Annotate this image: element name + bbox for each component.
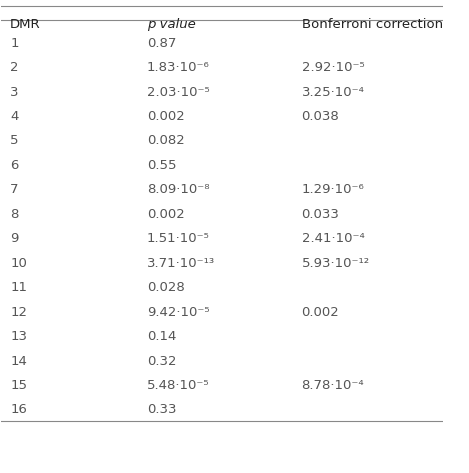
Text: 1.83·10⁻⁶: 1.83·10⁻⁶ xyxy=(147,61,210,74)
Text: 1: 1 xyxy=(10,36,19,50)
Text: 14: 14 xyxy=(10,355,27,368)
Text: 2.92·10⁻⁵: 2.92·10⁻⁵ xyxy=(302,61,364,74)
Text: 7: 7 xyxy=(10,184,19,196)
Text: 0.32: 0.32 xyxy=(147,355,176,368)
Text: 0.002: 0.002 xyxy=(147,208,185,221)
Text: 0.002: 0.002 xyxy=(302,306,339,319)
Text: 8: 8 xyxy=(10,208,19,221)
Text: 5.93·10⁻¹²: 5.93·10⁻¹² xyxy=(302,257,370,270)
Text: 9: 9 xyxy=(10,232,19,245)
Text: 13: 13 xyxy=(10,330,27,343)
Text: 6: 6 xyxy=(10,159,19,172)
Text: 5: 5 xyxy=(10,134,19,148)
Text: 2.03·10⁻⁵: 2.03·10⁻⁵ xyxy=(147,86,210,98)
Text: p value: p value xyxy=(147,18,196,31)
Text: 1.29·10⁻⁶: 1.29·10⁻⁶ xyxy=(302,184,364,196)
Text: 3.71·10⁻¹³: 3.71·10⁻¹³ xyxy=(147,257,215,270)
Text: 12: 12 xyxy=(10,306,27,319)
Text: 0.33: 0.33 xyxy=(147,403,176,416)
Text: 16: 16 xyxy=(10,403,27,416)
Text: 11: 11 xyxy=(10,281,27,294)
Text: 2.41·10⁻⁴: 2.41·10⁻⁴ xyxy=(302,232,364,245)
Text: 4: 4 xyxy=(10,110,19,123)
Text: 0.55: 0.55 xyxy=(147,159,176,172)
Text: 0.14: 0.14 xyxy=(147,330,176,343)
Text: 0.038: 0.038 xyxy=(302,110,339,123)
Text: 9.42·10⁻⁵: 9.42·10⁻⁵ xyxy=(147,306,210,319)
Text: 10: 10 xyxy=(10,257,27,270)
Text: 0.87: 0.87 xyxy=(147,36,176,50)
Text: 5.48·10⁻⁵: 5.48·10⁻⁵ xyxy=(147,379,210,392)
Text: 0.028: 0.028 xyxy=(147,281,185,294)
Text: 2: 2 xyxy=(10,61,19,74)
Text: DMR: DMR xyxy=(10,18,41,31)
Text: 3: 3 xyxy=(10,86,19,98)
Text: 3.25·10⁻⁴: 3.25·10⁻⁴ xyxy=(302,86,364,98)
Text: 0.033: 0.033 xyxy=(302,208,340,221)
Text: Bonferroni correction: Bonferroni correction xyxy=(302,18,443,31)
Text: 1.51·10⁻⁵: 1.51·10⁻⁵ xyxy=(147,232,210,245)
Text: 8.78·10⁻⁴: 8.78·10⁻⁴ xyxy=(302,379,364,392)
Text: 15: 15 xyxy=(10,379,27,392)
Text: 8.09·10⁻⁸: 8.09·10⁻⁸ xyxy=(147,184,210,196)
Text: 0.082: 0.082 xyxy=(147,134,185,148)
Text: 0.002: 0.002 xyxy=(147,110,185,123)
